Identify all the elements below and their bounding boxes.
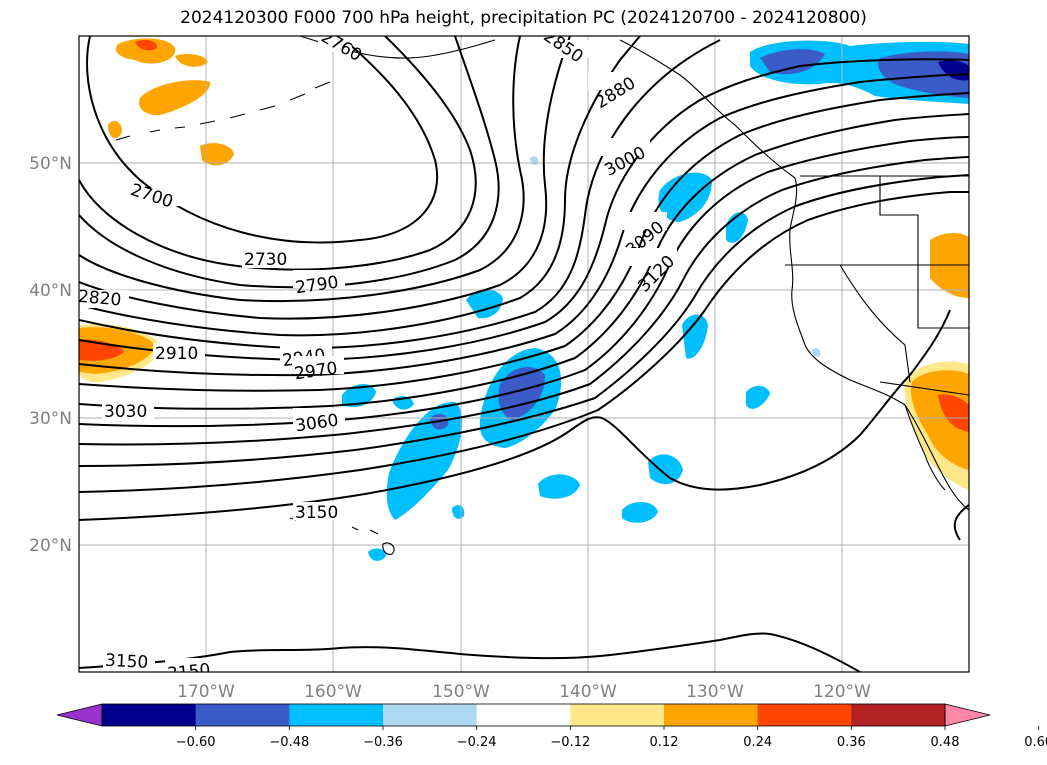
contour-2730 [79,36,477,271]
lat-label-20n: 20°N [29,536,72,556]
colorbar-tick-label: −0.60 [176,735,216,750]
precip-blob-ca-south-core [938,394,969,432]
map-panel: 2700 2730 2790 2820 2850 2880 2910 2940 … [77,36,969,684]
contour-2820 [79,36,571,320]
precip-blob-ca-south [910,370,969,470]
colorbar-tick-label: −0.48 [269,735,309,750]
colorbar-tick-label: −0.36 [363,735,403,750]
contour-3060 [79,156,969,446]
precip-blob-s11 [812,348,821,357]
colorbar-tick-label: −0.12 [550,735,590,750]
precip-blob-nw1-core [135,40,158,51]
lon-label-170w: 170°W [177,682,235,702]
colorbar-segment [195,704,290,726]
contour-label-2820: 2820 [77,287,122,311]
colorbar-tick-label: −0.24 [457,735,497,750]
colorbar-segment [757,704,852,726]
colorbar-segment [476,704,571,726]
lat-label-30n: 30°N [29,409,72,429]
precip-blob-s4 [538,474,580,499]
colorbar-tick-label: 0.24 [743,735,772,750]
lat-label-50n: 50°N [29,154,72,174]
lon-label-120w: 120°W [813,682,871,702]
colorbar-extend-high [944,703,991,727]
contour-3000 [79,113,969,410]
contour-label-3150-c: 3150 [166,660,211,684]
contour-label-3030: 3030 [104,402,147,422]
contour-2850 [79,36,641,337]
contour-3150-ridge [79,309,951,521]
contour-2700 [86,36,439,244]
gridlines [79,36,969,672]
height-contours [79,36,969,672]
lon-label-130w: 130°W [686,682,744,702]
precip-blob-pn1 [658,172,712,222]
colorbar-segment [102,704,197,726]
contour-cal-line [953,504,969,541]
mexico-border [879,381,969,396]
contour-label-3150-b: 3150 [105,651,149,673]
precip-blob-s9 [368,548,386,561]
contour-label-2730: 2730 [244,250,287,270]
colorbar-tick-label: 0.60 [1024,735,1047,750]
colorbar-segment [570,704,665,726]
precip-blob-ne-core3 [938,60,969,81]
latitude-labels: 50°N 40°N 30°N 20°N [29,154,72,556]
colorbar-segment [383,704,478,726]
contour-2970 [79,92,969,392]
plot-title: 2024120300 F000 700 hPa height, precipit… [180,8,867,28]
lon-label-160w: 160°W [304,682,362,702]
bc-coast [789,177,969,511]
colorbar-segment [664,704,759,726]
colorbar-extend-low [56,703,103,727]
colorbar-segment [289,704,384,726]
precip-blob-nw5 [200,143,234,166]
lon-label-140w: 140°W [559,682,617,702]
precip-positive-fills [79,38,969,490]
state-border-3 [839,264,911,383]
baja-coast [904,404,946,491]
contour-3120 [79,191,969,493]
precip-blob-nw4 [108,120,122,139]
precip-blob-s7 [746,385,770,409]
colorbar: −0.60 −0.48 −0.36 −0.24 −0.12 0.12 0.24 0.36 0.4… [56,703,1047,750]
precip-blob-s2 [342,384,376,408]
lon-label-150w: 150°W [432,682,490,702]
precip-blob-nw3 [139,80,211,116]
aleutian-chain [115,81,331,141]
colorbar-tick-label: 0.12 [650,735,679,750]
colorbar-tick-label: 0.48 [931,735,960,750]
colorbar-segment [851,704,946,726]
precip-negative-fills [342,40,969,561]
precip-blob-s1 [386,401,463,520]
colorbar-tick-label: 0.36 [837,735,866,750]
colorbar-frame [101,703,946,727]
contour-2790 [79,36,525,303]
contour-2880 [79,39,721,350]
precip-blob-nw2 [175,54,208,67]
precip-blob-ne-core [760,49,825,75]
contour-2940 [79,73,969,377]
contour-3150-south [79,632,861,672]
precip-blob-nw1 [115,38,176,64]
precip-blob-s5 [648,454,683,485]
contour-2760 [79,36,500,289]
contour-label-2910: 2910 [155,344,198,364]
precip-blob-s6 [622,501,658,523]
contour-label-3150-a: 3150 [295,503,338,523]
map-frame [78,35,970,673]
precip-blob-mid2 [682,314,708,359]
longitude-labels: 170°W 160°W 150°W 140°W 130°W 120°W [177,682,871,702]
contour-3090 [79,174,969,467]
lat-label-40n: 40°N [29,281,72,301]
